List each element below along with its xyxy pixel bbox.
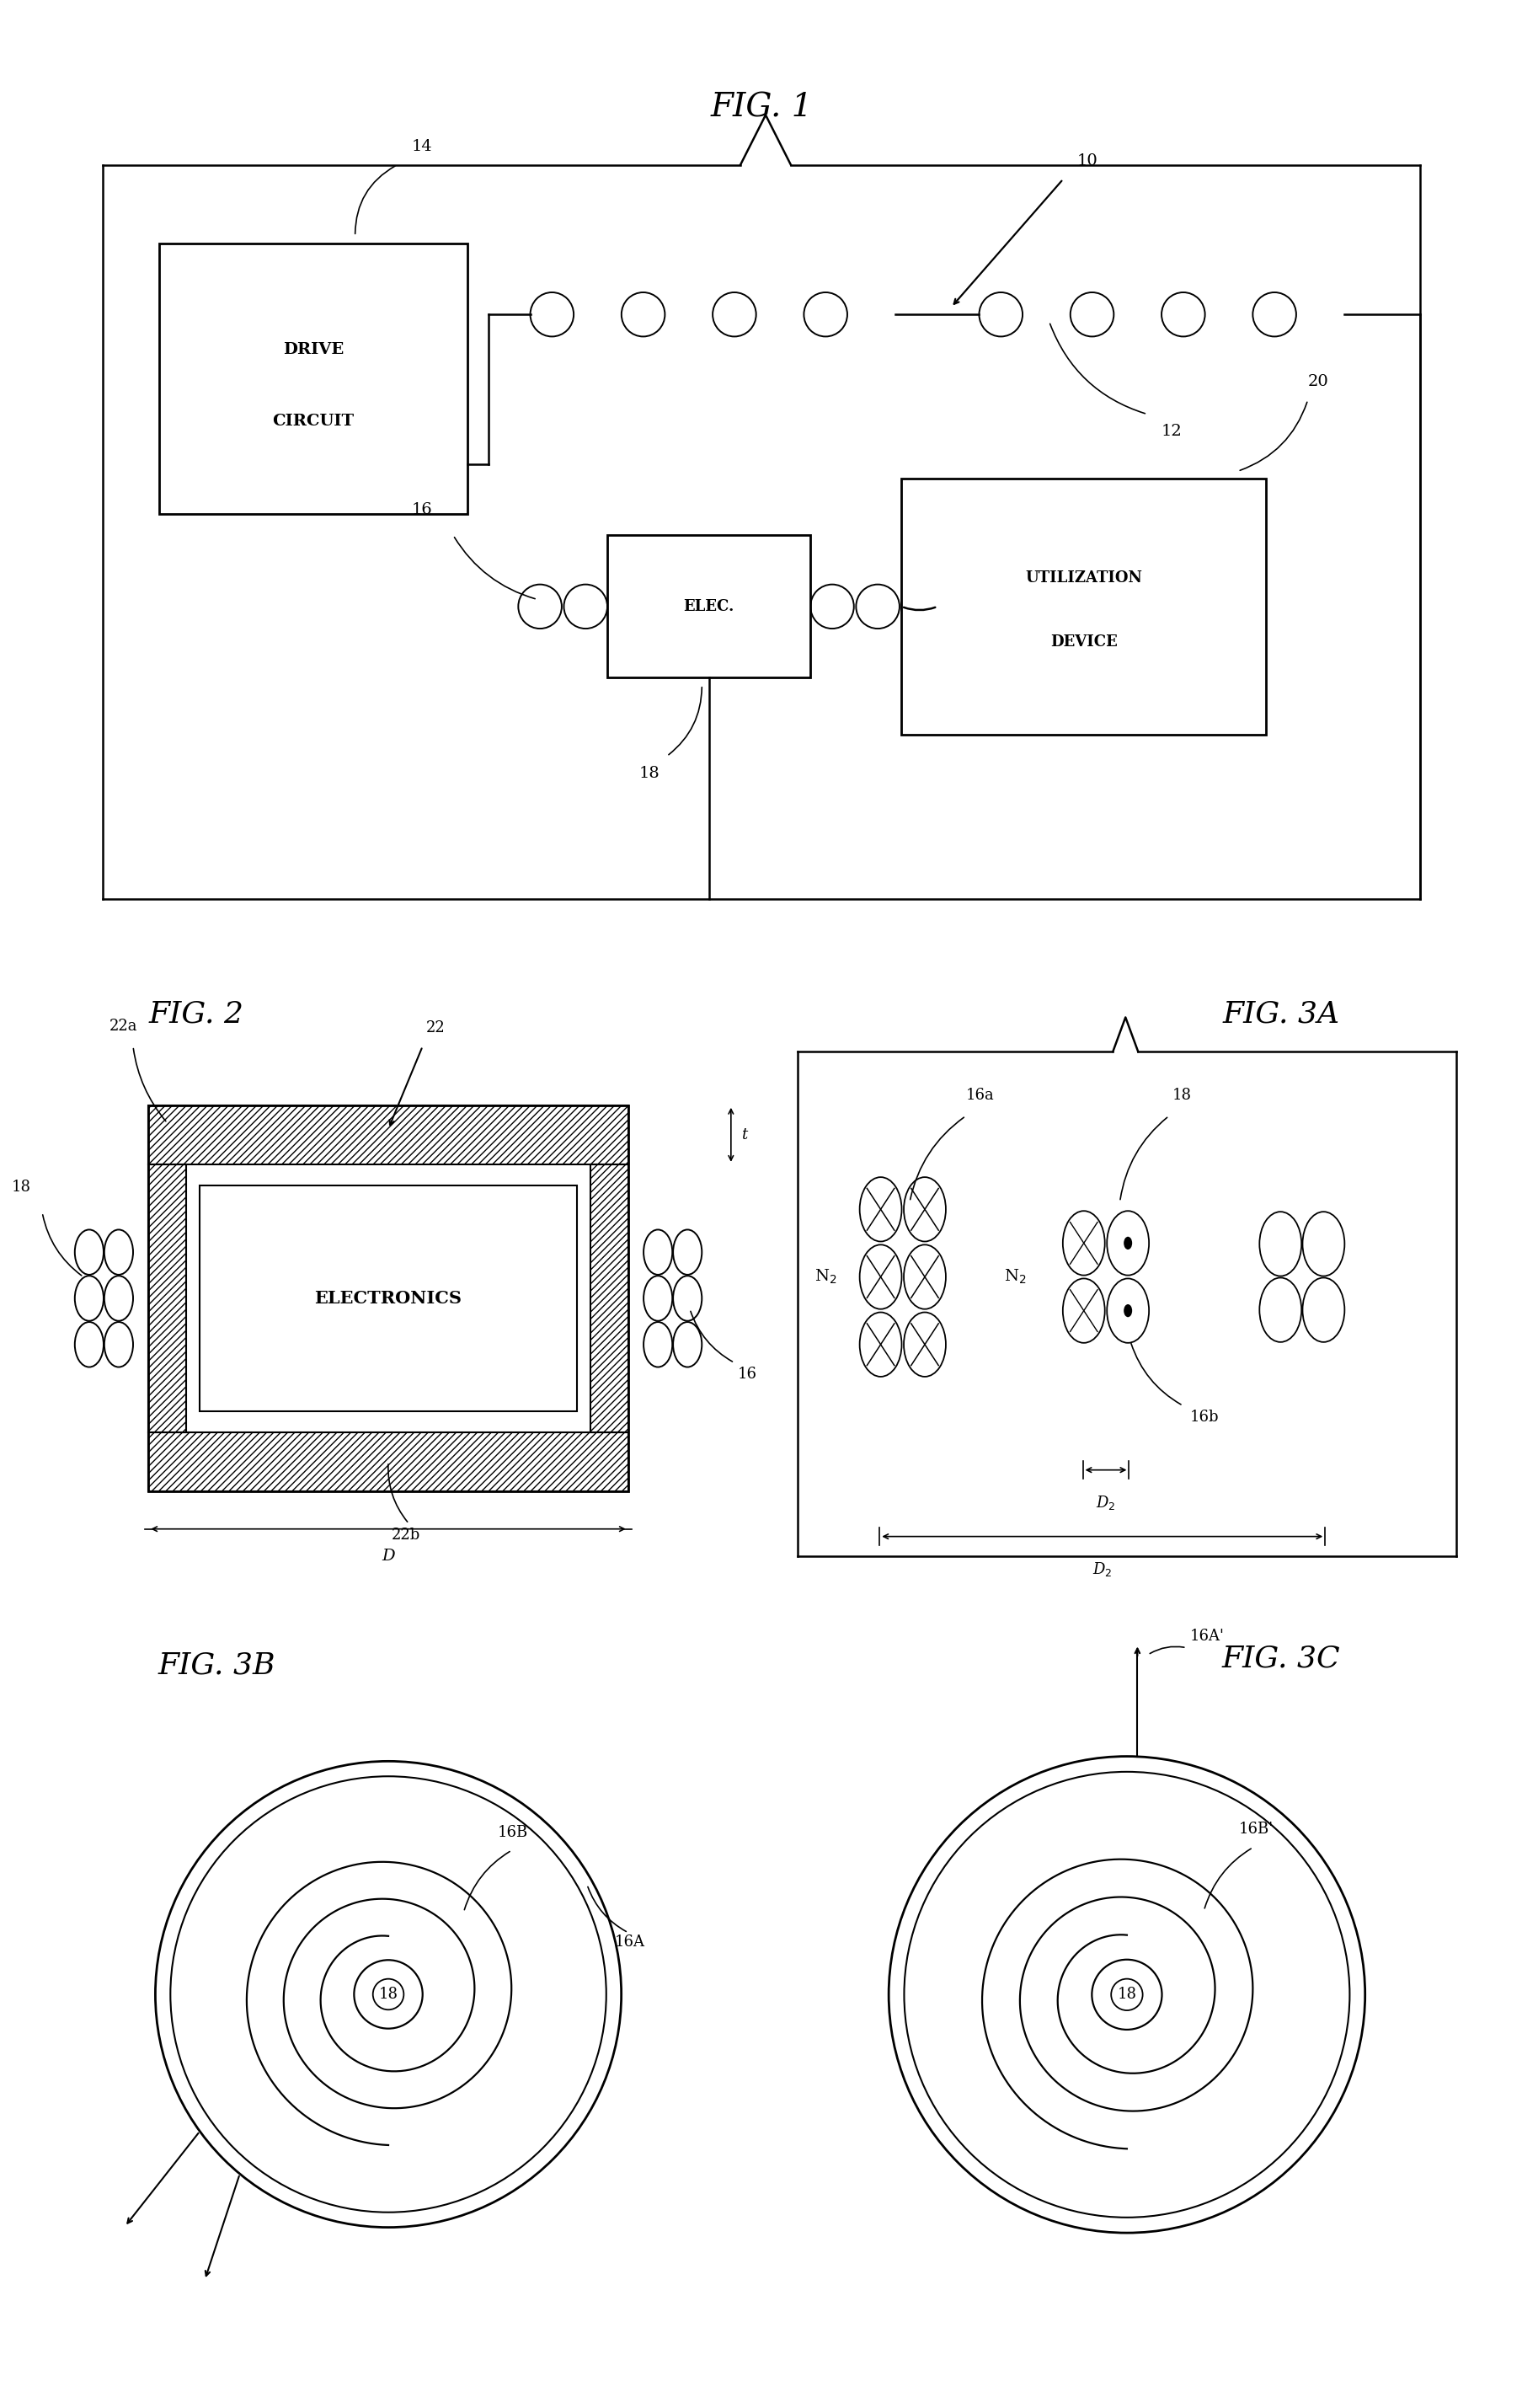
- Bar: [149, 1105, 627, 1165]
- Text: 22b: 22b: [391, 1529, 420, 1544]
- Bar: [901, 479, 1265, 734]
- Text: 16A: 16A: [615, 1934, 644, 1950]
- Text: 18: 18: [639, 766, 659, 780]
- Text: CIRCUIT: CIRCUIT: [272, 414, 353, 429]
- Text: DRIVE: DRIVE: [283, 342, 344, 359]
- Text: 16: 16: [411, 503, 432, 518]
- Text: 18: 18: [11, 1180, 30, 1194]
- Text: 16B: 16B: [498, 1825, 528, 1840]
- Bar: [149, 1165, 186, 1433]
- Text: FIG. 2: FIG. 2: [149, 999, 244, 1028]
- Bar: [158, 243, 467, 513]
- Text: N$_2$: N$_2$: [1003, 1269, 1026, 1286]
- Text: DEVICE: DEVICE: [1050, 636, 1117, 650]
- Text: ELEC.: ELEC.: [683, 600, 734, 614]
- Text: 16b: 16b: [1189, 1411, 1218, 1426]
- Text: t: t: [741, 1127, 747, 1141]
- Text: 22a: 22a: [110, 1019, 137, 1033]
- Text: D: D: [382, 1548, 394, 1563]
- Bar: [149, 1433, 627, 1491]
- Text: 18: 18: [1172, 1088, 1192, 1103]
- Text: D$_2$: D$_2$: [1091, 1560, 1111, 1577]
- Text: 22: 22: [426, 1021, 444, 1035]
- Text: 12: 12: [1161, 424, 1181, 438]
- Text: 18: 18: [1117, 1987, 1135, 2001]
- Circle shape: [1123, 1238, 1131, 1250]
- Bar: [591, 1165, 627, 1433]
- Bar: [199, 1185, 577, 1411]
- Bar: [149, 1433, 627, 1491]
- Text: 16B': 16B': [1239, 1820, 1272, 1837]
- Bar: [591, 1165, 627, 1433]
- Text: FIG. 3A: FIG. 3A: [1222, 999, 1339, 1028]
- Text: 10: 10: [1076, 154, 1097, 169]
- Text: 20: 20: [1307, 373, 1327, 390]
- Text: 14: 14: [411, 140, 432, 154]
- Text: UTILIZATION: UTILIZATION: [1024, 571, 1142, 585]
- Text: 18: 18: [379, 1987, 397, 2001]
- Bar: [607, 535, 810, 677]
- Text: 16: 16: [738, 1368, 756, 1382]
- Bar: [149, 1165, 186, 1433]
- Text: FIG. 3B: FIG. 3B: [158, 1652, 275, 1678]
- Text: N$_2$: N$_2$: [814, 1269, 837, 1286]
- Text: FIG. 3C: FIG. 3C: [1221, 1645, 1339, 1674]
- Text: D$_2$: D$_2$: [1096, 1493, 1116, 1512]
- Text: ELECTRONICS: ELECTRONICS: [315, 1291, 461, 1308]
- Circle shape: [1123, 1305, 1131, 1317]
- Text: 16a: 16a: [965, 1088, 994, 1103]
- Text: FIG. 1: FIG. 1: [709, 92, 813, 123]
- Text: 16A': 16A': [1189, 1628, 1224, 1645]
- Bar: [149, 1105, 627, 1491]
- Bar: [149, 1105, 627, 1165]
